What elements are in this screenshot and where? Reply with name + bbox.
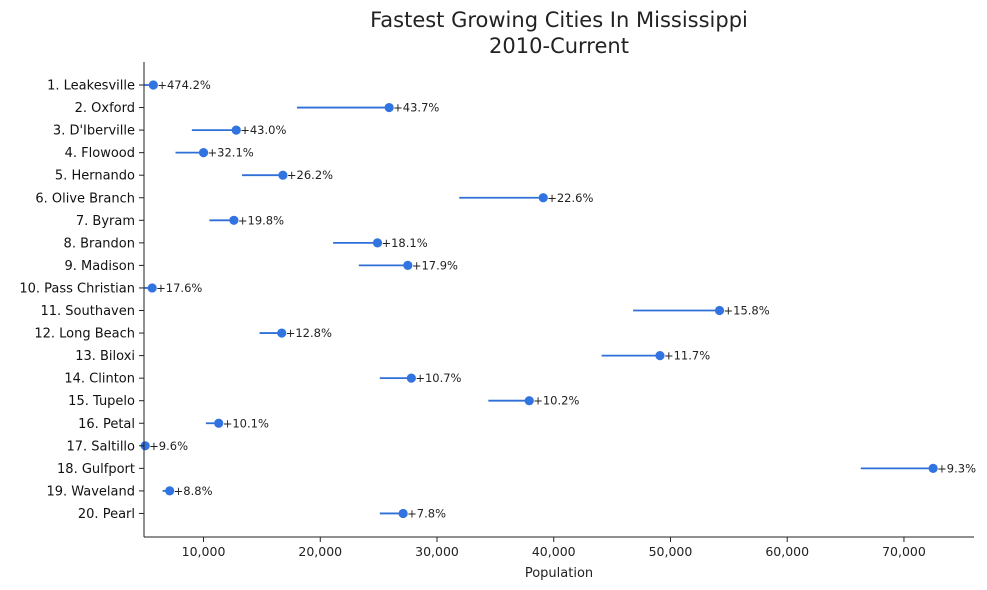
chart-title-line-1: Fastest Growing Cities In Mississippi [370,8,748,32]
city-label: 14. Clinton [64,372,135,387]
growth-label: +10.1% [223,416,269,430]
x-tick-label: 50,000 [649,544,693,559]
growth-label: +8.8% [174,484,213,498]
city-label: 4. Flowood [65,146,135,161]
growth-label: +19.8% [238,213,284,227]
x-axis-title: Population [525,566,593,581]
growth-label: +17.6% [156,281,202,295]
city-label: 13. Biloxi [75,349,135,364]
current-population-marker [229,215,239,225]
axes-layer: 10,000 20,000 30,000 40,000 50,000 60,000 70,0… [19,62,974,559]
city-label: 3. D'Iberville [53,124,135,139]
current-population-marker [147,283,157,293]
current-population-marker [214,418,224,428]
current-population-marker [372,238,383,248]
current-population-marker [398,508,408,519]
current-population-marker [278,170,288,180]
growth-label: +7.8% [407,506,446,520]
growth-label: +17.9% [412,258,458,272]
x-tick-label: 40,000 [532,544,576,559]
current-population-marker [406,373,416,383]
city-label: 20. Pearl [78,507,135,522]
x-tick-label: 30,000 [415,544,459,559]
city-label: 11. Southaven [41,304,136,319]
city-label: 6. Olive Branch [35,191,135,206]
city-label: 10. Pass Christian [19,281,135,296]
growth-label: +18.1% [381,236,427,250]
city-label: 19. Waveland [46,484,135,499]
city-label: 17. Saltillo [66,439,135,454]
city-label: 18. Gulfport [57,462,135,477]
growth-label: +43.7% [393,101,439,115]
chart-title-line-2: 2010-Current [489,34,629,58]
city-label: 9. Madison [64,259,135,274]
city-label: 15. Tupelo [68,394,135,409]
growth-label: +12.8% [286,326,332,340]
x-tick-label: 10,000 [182,544,226,559]
city-label: 5. Hernando [55,169,135,184]
chart-title: Fastest Growing Cities In Mississippi 20… [144,7,974,59]
growth-label: +22.6% [547,191,593,205]
current-population-marker [655,351,665,361]
x-tick-label: 20,000 [298,544,342,559]
current-population-marker [277,328,287,338]
growth-label: +474.2% [157,78,211,92]
current-population-marker [403,260,413,270]
x-tick-label: 60,000 [765,544,809,559]
city-label: 1. Leakesville [47,79,135,94]
current-population-marker [928,463,938,473]
current-population-marker [165,486,175,496]
growth-label: +15.8% [724,304,770,318]
current-population-marker [538,193,548,203]
city-label: 12. Long Beach [34,327,135,342]
growth-label: +10.7% [415,371,461,385]
growth-label: +9.3% [937,461,976,475]
growth-label: +32.1% [208,146,254,160]
current-population-marker [714,305,725,316]
current-population-marker [148,80,158,90]
current-population-marker [384,102,394,113]
x-tick-label: 70,000 [882,544,926,559]
current-population-marker [140,441,150,451]
current-population-marker [524,396,534,406]
growth-label: +10.2% [533,394,579,408]
city-label: 7. Byram [76,214,135,229]
marks-layer: +474.2% +43.7% +43.0% +32.1% +26.2% +22.6% +19… [140,78,976,520]
growth-label: +26.2% [287,168,333,182]
city-label: 8. Brandon [64,236,135,251]
current-population-marker [231,125,241,135]
city-label: 2. Oxford [75,101,135,116]
growth-label: +43.0% [240,123,286,137]
city-label: 16. Petal [78,417,135,432]
growth-label: +11.7% [664,349,710,363]
current-population-marker [198,148,209,158]
growth-label: +9.6% [149,439,188,453]
